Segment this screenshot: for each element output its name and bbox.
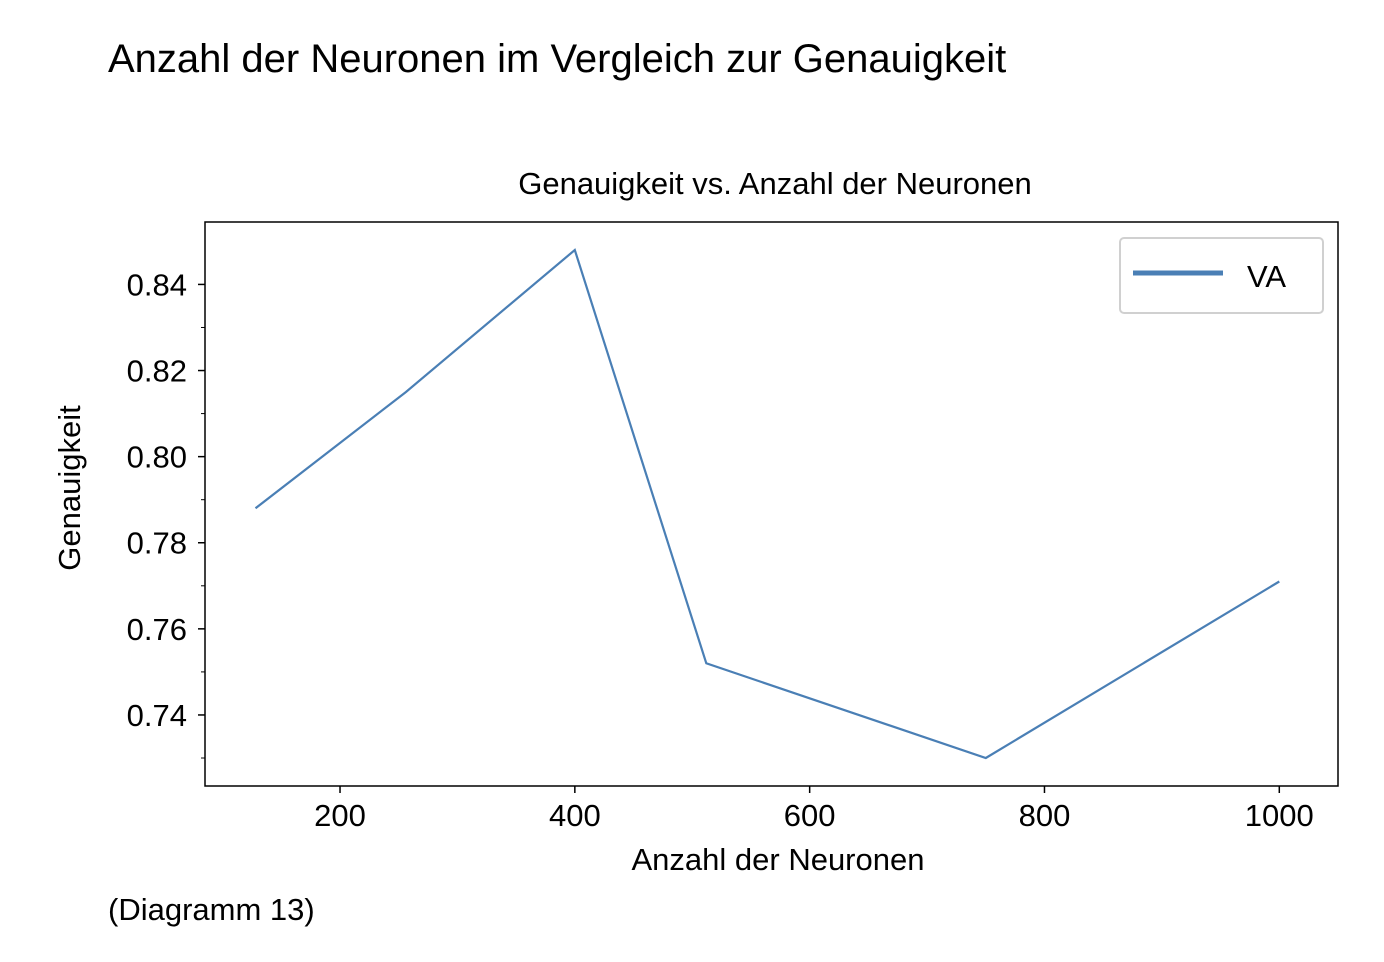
y-tick-label: 0.80	[127, 440, 187, 475]
page-heading: Anzahl der Neuronen im Vergleich zur Gen…	[108, 37, 1007, 81]
x-axis-ticks: 200 400 600 800 1000	[314, 786, 1314, 833]
x-tick-label: 200	[314, 798, 366, 833]
figure-caption: (Diagramm 13)	[108, 892, 315, 927]
y-tick-label: 0.74	[127, 698, 187, 733]
y-tick-label: 0.82	[127, 354, 187, 389]
plot-area-border	[204, 221, 1339, 787]
x-tick-label: 1000	[1245, 798, 1314, 833]
y-axis-ticks: 0.74 0.76 0.78 0.80 0.82 0.84	[127, 267, 205, 759]
y-tick-label: 0.76	[127, 612, 187, 647]
chart-title: Genauigkeit vs. Anzahl der Neuronen	[518, 166, 1032, 201]
y-tick-label: 0.78	[127, 526, 187, 561]
y-axis-title: Genauigkeit	[52, 405, 87, 571]
x-tick-label: 600	[784, 798, 836, 833]
x-tick-label: 800	[1019, 798, 1071, 833]
legend: VA	[1119, 237, 1324, 314]
plot-frame	[204, 221, 1339, 787]
series-line-va	[254, 248, 1280, 760]
legend-label-va: VA	[1247, 259, 1286, 294]
series-group	[254, 248, 1280, 760]
y-tick-label: 0.84	[127, 267, 187, 302]
x-axis-title: Anzahl der Neuronen	[632, 842, 925, 877]
x-tick-label: 400	[549, 798, 601, 833]
